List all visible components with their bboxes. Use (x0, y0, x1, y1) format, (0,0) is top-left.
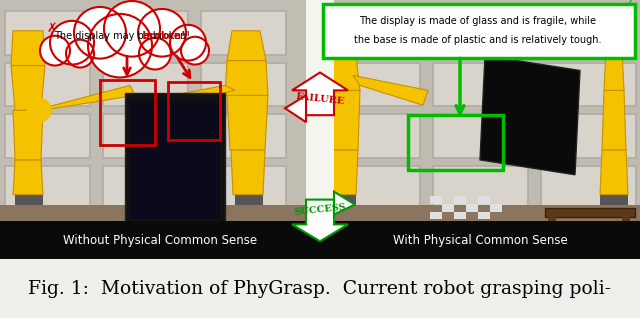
Text: FAILURE: FAILURE (295, 92, 345, 106)
FancyBboxPatch shape (201, 63, 286, 106)
Circle shape (66, 40, 94, 67)
Circle shape (74, 7, 126, 59)
FancyBboxPatch shape (0, 221, 320, 259)
FancyBboxPatch shape (433, 11, 528, 55)
Polygon shape (231, 150, 265, 195)
FancyBboxPatch shape (442, 204, 454, 211)
FancyBboxPatch shape (548, 217, 556, 244)
FancyBboxPatch shape (325, 114, 420, 158)
FancyBboxPatch shape (478, 196, 490, 204)
Polygon shape (0, 204, 320, 259)
Polygon shape (606, 21, 622, 51)
FancyBboxPatch shape (103, 11, 188, 55)
FancyBboxPatch shape (5, 114, 90, 158)
FancyBboxPatch shape (433, 114, 528, 158)
Polygon shape (285, 95, 306, 122)
Circle shape (104, 1, 160, 57)
FancyBboxPatch shape (201, 114, 286, 158)
FancyBboxPatch shape (325, 63, 420, 106)
FancyBboxPatch shape (5, 166, 90, 210)
Polygon shape (334, 192, 355, 214)
Polygon shape (227, 31, 266, 60)
FancyBboxPatch shape (0, 0, 320, 259)
Polygon shape (324, 150, 358, 195)
FancyBboxPatch shape (130, 101, 220, 219)
Text: ✗: ✗ (47, 22, 57, 35)
Text: Without Physical Common Sense: Without Physical Common Sense (63, 234, 257, 247)
FancyBboxPatch shape (545, 208, 635, 218)
FancyBboxPatch shape (103, 63, 188, 106)
FancyBboxPatch shape (201, 166, 286, 210)
Text: broken!: broken! (58, 31, 186, 41)
FancyBboxPatch shape (454, 211, 466, 219)
FancyBboxPatch shape (430, 211, 442, 219)
Text: ✓: ✓ (624, 0, 636, 10)
Circle shape (170, 25, 206, 60)
Polygon shape (600, 150, 628, 195)
FancyBboxPatch shape (454, 196, 466, 204)
FancyBboxPatch shape (103, 114, 188, 158)
Circle shape (139, 38, 171, 70)
Polygon shape (11, 66, 45, 110)
Text: With Physical Common Sense: With Physical Common Sense (392, 234, 568, 247)
Circle shape (88, 14, 152, 78)
FancyBboxPatch shape (541, 63, 636, 106)
Polygon shape (227, 95, 268, 150)
Circle shape (27, 98, 51, 122)
FancyBboxPatch shape (320, 0, 640, 259)
Polygon shape (292, 73, 348, 115)
FancyBboxPatch shape (466, 204, 478, 211)
Polygon shape (353, 75, 428, 105)
FancyBboxPatch shape (541, 11, 636, 55)
Polygon shape (322, 90, 360, 150)
FancyBboxPatch shape (170, 225, 180, 237)
Text: The display is made of glass and is fragile, while: The display is made of glass and is frag… (360, 16, 596, 26)
Text: the base is made of plastic and is relatively tough.: the base is made of plastic and is relat… (355, 35, 602, 45)
Polygon shape (11, 31, 45, 66)
Polygon shape (320, 204, 640, 259)
FancyBboxPatch shape (433, 166, 528, 210)
Polygon shape (604, 51, 624, 90)
Circle shape (181, 37, 209, 65)
Polygon shape (292, 200, 348, 241)
Circle shape (50, 21, 94, 65)
Polygon shape (13, 160, 43, 195)
FancyBboxPatch shape (153, 235, 197, 245)
Circle shape (40, 36, 70, 66)
FancyBboxPatch shape (490, 204, 502, 211)
FancyBboxPatch shape (433, 63, 528, 106)
FancyBboxPatch shape (478, 211, 490, 219)
Polygon shape (35, 86, 135, 110)
FancyBboxPatch shape (541, 114, 636, 158)
Polygon shape (602, 90, 626, 150)
FancyBboxPatch shape (235, 195, 263, 204)
Polygon shape (13, 110, 43, 160)
Circle shape (138, 9, 186, 57)
FancyBboxPatch shape (306, 0, 334, 229)
FancyBboxPatch shape (328, 195, 356, 204)
FancyBboxPatch shape (600, 195, 628, 204)
Polygon shape (326, 26, 356, 56)
FancyBboxPatch shape (430, 196, 442, 204)
Polygon shape (162, 86, 235, 105)
Text: The display may be broken!: The display may be broken! (54, 31, 190, 41)
FancyBboxPatch shape (125, 93, 225, 227)
FancyBboxPatch shape (201, 11, 286, 55)
FancyBboxPatch shape (320, 221, 640, 259)
Polygon shape (322, 56, 360, 90)
FancyBboxPatch shape (5, 11, 90, 55)
Text: SUCCESS: SUCCESS (294, 202, 346, 217)
Polygon shape (480, 56, 580, 175)
FancyBboxPatch shape (325, 166, 420, 210)
FancyBboxPatch shape (103, 166, 188, 210)
FancyBboxPatch shape (541, 166, 636, 210)
FancyBboxPatch shape (323, 4, 635, 58)
FancyBboxPatch shape (5, 63, 90, 106)
Text: Fig. 1:  Motivation of PhyGrasp.  Current robot grasping poli-: Fig. 1: Motivation of PhyGrasp. Current … (28, 280, 612, 298)
FancyBboxPatch shape (15, 195, 43, 204)
FancyBboxPatch shape (622, 217, 630, 244)
FancyBboxPatch shape (325, 11, 420, 55)
Polygon shape (225, 60, 268, 95)
